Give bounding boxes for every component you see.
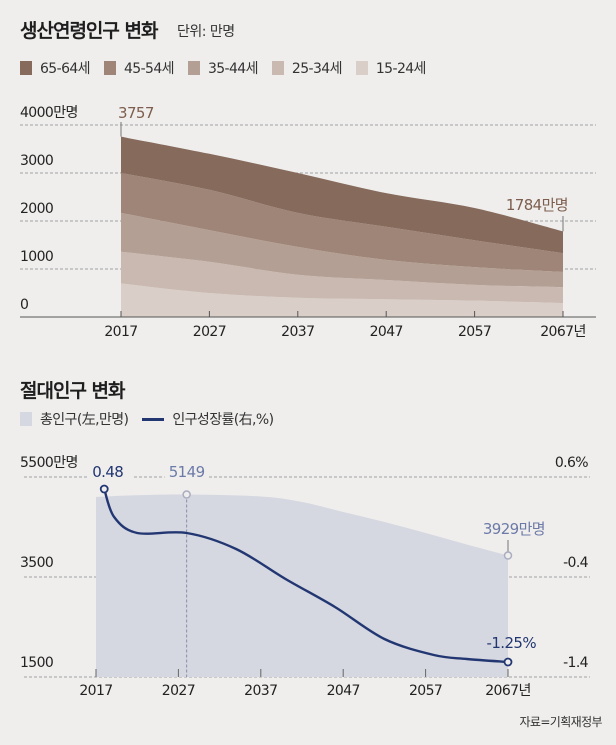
x-tick-label: 2017 xyxy=(104,324,137,340)
x-tick-label: 2037 xyxy=(281,324,314,340)
legend-item: 45-54세 xyxy=(103,58,175,78)
left-tick-label: 5500만명 xyxy=(20,455,78,471)
pop-end-marker xyxy=(503,551,513,560)
legend-label: 총인구(左,만명) xyxy=(40,412,129,428)
growth-end-marker xyxy=(503,657,513,667)
start-value-label: 3757 xyxy=(118,104,154,122)
source-note: 자료=기획재정부 xyxy=(519,715,602,729)
x-tick-label: 2027 xyxy=(162,683,195,699)
chart1-plot: 0 1000 2000 3000 4000만명 2017 2027 2037 2047 2057 2… xyxy=(20,104,596,340)
area-band-35-44세 xyxy=(121,212,563,288)
legend-item: 35-44세 xyxy=(187,58,259,78)
growth-end-label: -1.25% xyxy=(487,634,537,652)
y-tick-label: 1000 xyxy=(20,249,53,265)
legend-label: 65-64세 xyxy=(40,61,91,77)
legend-label: 인구성장률(右,%) xyxy=(172,412,274,428)
legend-item: 총인구(左,만명) xyxy=(20,409,129,429)
area-band-45-54세 xyxy=(121,173,563,272)
right-tick-label: 0.6% xyxy=(555,455,588,471)
x-tick-label: 2047 xyxy=(370,324,403,340)
growth-rate-line xyxy=(103,488,509,664)
label-bg xyxy=(164,461,209,479)
x-tick-label: 2047 xyxy=(327,683,360,699)
growth-start-label: 0.48 xyxy=(92,463,123,481)
peak-marker xyxy=(182,490,191,499)
legend-item: 인구성장률(右,%) xyxy=(142,409,274,429)
legend-label: 35-44세 xyxy=(207,61,259,77)
legend-swatch xyxy=(355,61,368,75)
area-band-25-34세 xyxy=(121,251,563,304)
x-tick-label: 2067년 xyxy=(485,683,531,699)
chart1-title: 생산연령인구 변화 xyxy=(20,20,158,42)
legend-swatch xyxy=(187,61,200,75)
label-bg xyxy=(88,461,133,479)
chart2-legend: 총인구(左,만명) 인구성장률(右,%) xyxy=(20,409,287,429)
legend-swatch xyxy=(20,412,32,426)
chart1-unit: 단위: 만명 xyxy=(177,24,235,40)
pop-end-label: 3929만명 xyxy=(483,520,545,538)
left-tick-label: 3500 xyxy=(20,555,53,571)
y-tick-label: 4000만명 xyxy=(20,105,78,121)
legend-label: 25-34세 xyxy=(291,61,343,77)
area-band-15-24세 xyxy=(121,283,563,317)
legend-swatch xyxy=(271,61,284,75)
chart2-title: 절대인구 변화 xyxy=(20,380,125,402)
chart1-legend: 65-64세 45-54세 35-44세 25-34세 15-24세 xyxy=(20,58,440,78)
x-tick-label: 2067년 xyxy=(540,324,586,340)
peak-value-label: 5149 xyxy=(169,463,205,481)
x-tick-label: 2037 xyxy=(244,683,277,699)
population-area xyxy=(96,494,508,677)
right-tick-label: -1.4 xyxy=(563,655,589,671)
right-tick-label: -0.4 xyxy=(563,555,589,571)
x-tick-label: 2027 xyxy=(193,324,226,340)
legend-item: 65-64세 xyxy=(20,58,91,78)
chart2-plot: 5500만명 0.6% 3500 -0.4 1500 -1.4 2017 2027 2037 20… xyxy=(20,455,590,699)
legend-swatch xyxy=(103,61,116,75)
legend-item: 15-24세 xyxy=(355,58,427,78)
y-tick-label: 2000 xyxy=(20,201,53,217)
x-tick-label: 2057 xyxy=(409,683,442,699)
growth-start-marker xyxy=(99,484,109,494)
y-tick-label: 0 xyxy=(20,297,28,313)
x-tick-label: 2017 xyxy=(79,683,112,699)
legend-label: 45-54세 xyxy=(123,61,175,77)
legend-label: 15-24세 xyxy=(375,61,427,77)
legend-swatch xyxy=(20,61,32,75)
end-value-label: 1784만명 xyxy=(506,196,568,214)
y-tick-label: 3000 xyxy=(20,153,53,169)
area-band-65-64세 xyxy=(121,136,563,254)
left-tick-label: 1500 xyxy=(20,655,53,671)
legend-item: 25-34세 xyxy=(271,58,343,78)
legend-line xyxy=(142,417,165,421)
x-tick-label: 2057 xyxy=(458,324,491,340)
